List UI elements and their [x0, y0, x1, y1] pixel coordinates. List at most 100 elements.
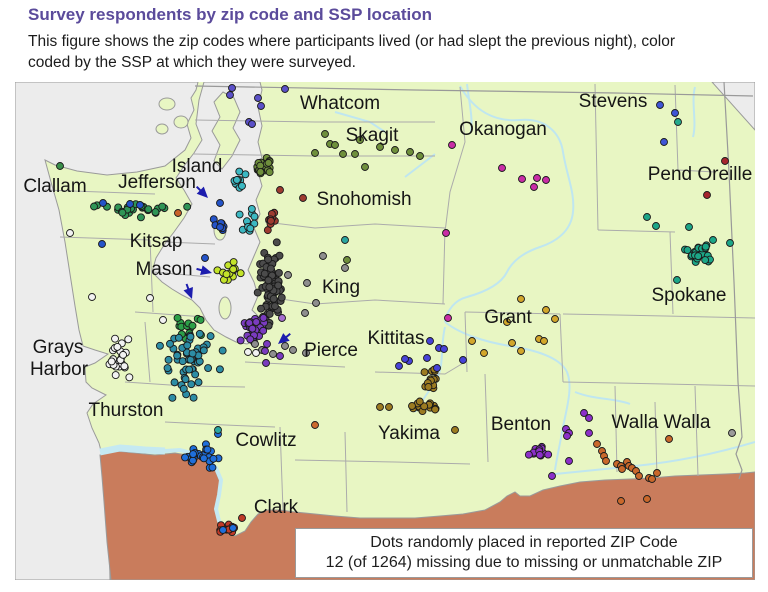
survey-dot-tacoma-purple [252, 318, 261, 326]
survey-dot-skagit-olive-scatter [361, 163, 369, 171]
survey-dot-seattle-darkgray [260, 269, 269, 278]
survey-dot-okanogan-magenta [530, 183, 538, 191]
survey-dot-snohomish-brick-singles [276, 186, 284, 194]
survey-dot-thurston-teal [183, 341, 192, 350]
county-label-king: King [322, 277, 360, 298]
survey-dot-shelton-green [196, 316, 205, 324]
survey-dot-jefferson-green [90, 202, 98, 211]
caption-box: Dots randomly placed in reported ZIP Cod… [295, 528, 753, 578]
survey-dot-kittitas-blueviolet [459, 356, 467, 364]
survey-dot-graysharbor-white [113, 342, 122, 351]
survey-dot-yakima-gold-upper [420, 368, 429, 377]
survey-dot-king-gray-scatter [303, 279, 311, 287]
washington-map: Whatcom Skagit Stevens Okanogan Pend Oreille… [15, 82, 755, 580]
survey-dot-jefferson-green [144, 205, 153, 214]
survey-dot-jefferson-blue [216, 199, 224, 207]
survey-dot-jefferson-blue [99, 199, 107, 207]
survey-dot-whatcom-blueviolet [281, 85, 289, 93]
survey-dot-kittitas-blueviolet [401, 355, 409, 363]
survey-dot-kitsap-blue-singles [98, 240, 106, 248]
survey-dot-jefferson-green [158, 202, 167, 211]
survey-dot-grant-gold [503, 318, 511, 326]
survey-dot-spokane-jade-scatter [685, 223, 693, 231]
survey-dot-stevens-blue [656, 101, 664, 109]
survey-dot-yakima-gold-scatter [376, 403, 384, 411]
survey-dot-west-white-singles [66, 229, 74, 237]
survey-dot-cowlitz-blue [188, 456, 197, 465]
county-label-clark: Clark [254, 497, 299, 518]
survey-dot-whidbey-teal [232, 176, 241, 184]
county-label-stevens: Stevens [579, 91, 648, 112]
survey-dot-bellingham-olive [264, 158, 273, 167]
survey-dot-west-white-singles [146, 294, 154, 302]
county-label-walla-walla: Walla Walla [612, 412, 711, 433]
survey-dot-grant-gold [468, 337, 476, 345]
survey-dot-seattle-darkgray [270, 302, 279, 311]
survey-dot-benton-purple [535, 451, 544, 459]
survey-dot-skagit-olive-scatter [311, 149, 319, 157]
survey-dot-seattle-darkgray [253, 288, 262, 297]
survey-dot-everett-brick [266, 216, 275, 225]
survey-dot-king-gray-scatter [251, 340, 259, 348]
county-label-snohomish: Snohomish [316, 189, 411, 210]
survey-dot-graysharbor-white [107, 357, 116, 366]
survey-dot-tacoma-purple [246, 335, 255, 344]
survey-dot-fareast-gray [728, 429, 736, 437]
survey-dot-jefferson-blue [126, 200, 134, 208]
survey-dot-benton-purple-scatter [565, 457, 573, 465]
survey-dot-benton-purple-scatter [563, 432, 571, 440]
survey-dot-grant-gold [508, 339, 516, 347]
survey-dot-tacoma-purple [236, 336, 245, 345]
survey-dot-thurston-teal [179, 384, 188, 393]
whidbey-island [211, 91, 241, 170]
pierce-arrow [278, 332, 291, 344]
survey-dot-whidbey-teal [235, 167, 244, 176]
survey-dot-spokane-jade [701, 242, 710, 251]
survey-dot-whidbey-teal [238, 182, 246, 190]
survey-dot-king-gray-scatter [302, 349, 310, 357]
county-label-cowlitz: Cowlitz [235, 430, 296, 451]
survey-dot-skagit-olive-scatter [343, 256, 351, 264]
survey-dot-spokane-jade-scatter [709, 236, 717, 244]
canada-border [194, 85, 754, 97]
county-label-clallam: Clallam [23, 176, 86, 197]
survey-dot-tacoma-purple [248, 324, 257, 333]
county-label-jefferson: Jefferson [118, 172, 196, 193]
survey-dot-snohomish-brick-singles [299, 194, 307, 202]
survey-dot-kittitas-blueviolet [395, 362, 403, 370]
survey-dot-thurston-teal [187, 380, 196, 389]
survey-dot-pendoreille-darkred [703, 191, 711, 199]
survey-dot-seattle-darkgray [265, 283, 274, 292]
survey-dot-cowlitz-blue [181, 453, 189, 462]
survey-dot-skagit-olive-scatter [331, 141, 339, 149]
survey-dot-thurston-teal [168, 393, 177, 402]
columbia-river-border [164, 447, 228, 532]
survey-dot-kittitas-blueviolet [426, 337, 434, 345]
survey-dot-jefferson-blue [136, 201, 144, 209]
survey-dot-spokane-jade-scatter [643, 213, 651, 221]
columbia-river-mouth [99, 444, 166, 456]
survey-dot-wallawalla-orange [643, 495, 651, 503]
survey-dot-seattle-darkgray [274, 281, 283, 290]
survey-dot-skagit-olive-scatter [339, 150, 347, 158]
mason-arrow-1 [196, 265, 212, 275]
survey-dot-cowlitz-blue [209, 454, 218, 463]
survey-dot-mason-chartreuse [229, 258, 238, 266]
survey-dot-narrows-teal [235, 210, 244, 219]
survey-dot-jefferson-green [136, 213, 145, 222]
survey-dot-benton-purple [544, 450, 553, 459]
survey-dot-whatcom-blueviolet [226, 91, 234, 99]
county-label-grant: Grant [484, 307, 532, 328]
survey-dot-neahbay-green [56, 162, 64, 170]
survey-dot-yakima-gold-lower [415, 397, 424, 406]
survey-dot-mason-chartreuse [229, 265, 238, 274]
survey-dot-graysharbor-white [119, 350, 128, 359]
survey-dot-thurston-teal [163, 364, 172, 372]
survey-dot-yakima-gold-scatter [408, 402, 416, 410]
survey-dot-thurston-teal [195, 329, 204, 338]
san-juan-island-3 [155, 123, 169, 135]
survey-dot-seattle-darkgray [265, 309, 274, 318]
survey-dot-seattle-darkgray [275, 251, 284, 260]
survey-dot-wallawalla-orange [665, 435, 673, 443]
